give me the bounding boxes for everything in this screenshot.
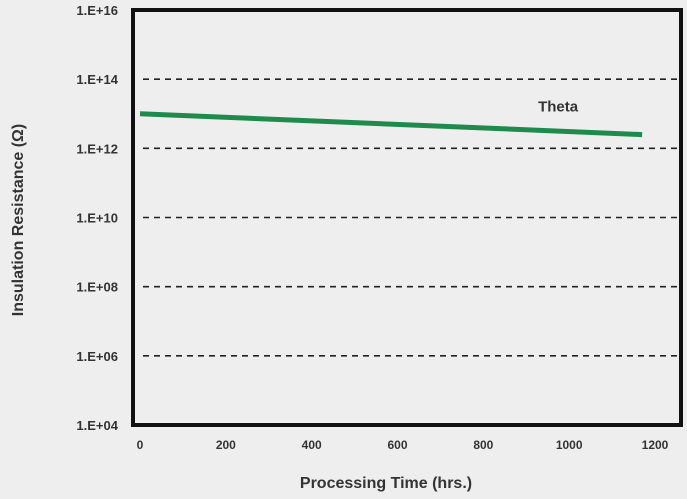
y-tick-labels: 1.E+04 1.E+06 1.E+08 1.E+10 1.E+12 1.E+14 1.E+…	[76, 3, 118, 433]
series-line-theta	[139, 111, 643, 138]
plot-frame	[131, 8, 683, 427]
y-tick-label: 1.E+08	[76, 280, 118, 295]
x-tick-labels: 0 200 400 600 800 1000 1200	[137, 438, 669, 452]
x-tick-label: 200	[216, 438, 236, 452]
x-axis-title: Processing Time (hrs.)	[300, 475, 472, 492]
y-axis-title: Insulation Resistance (Ω)	[10, 124, 27, 316]
x-tick-label: 400	[302, 438, 322, 452]
y-tick-label: 1.E+10	[76, 211, 118, 226]
x-tick-label: 1200	[642, 438, 669, 452]
y-tick-label: 1.E+14	[76, 72, 118, 87]
x-tick-label: 800	[473, 438, 493, 452]
x-tick-label: 600	[387, 438, 407, 452]
series-label: Theta	[538, 99, 579, 116]
series-layer: Theta	[139, 99, 643, 138]
x-tick-label: 1000	[556, 438, 583, 452]
y-tick-label: 1.E+04	[76, 418, 118, 433]
x-tick-label: 0	[137, 438, 144, 452]
y-tick-label: 1.E+12	[76, 141, 118, 156]
y-tick-label: 1.E+06	[76, 349, 118, 364]
gridlines	[143, 78, 681, 357]
y-tick-label: 1.E+16	[76, 3, 118, 18]
